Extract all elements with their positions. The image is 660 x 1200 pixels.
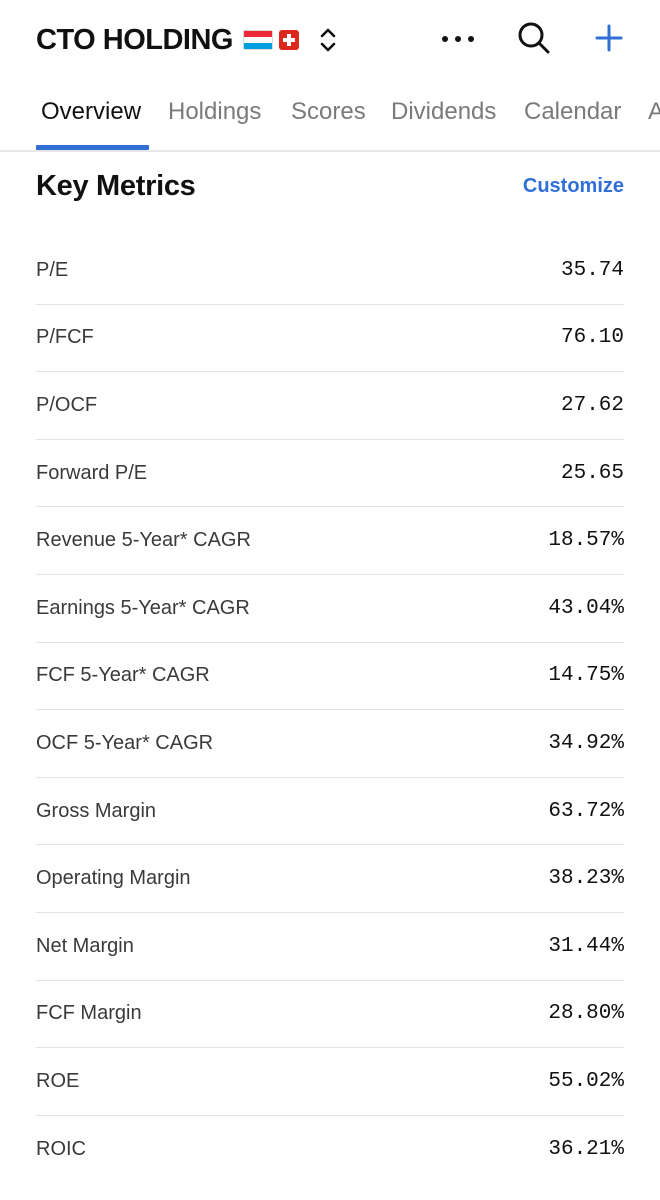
more-horizontal-icon	[440, 31, 476, 49]
metric-row-ocf-cagr: OCF 5-Year* CAGR 34.92%	[36, 710, 624, 778]
tab-holdings[interactable]: Holdings	[168, 98, 262, 125]
tab-truncated[interactable]: A	[648, 98, 660, 126]
metric-row-forward-pe: Forward P/E 25.65	[36, 440, 624, 508]
tab-overview[interactable]: Overview	[41, 98, 142, 125]
metric-label: Revenue 5-Year* CAGR	[36, 529, 251, 552]
metric-value: 36.21%	[548, 1138, 624, 1162]
metric-label: ROIC	[36, 1138, 86, 1161]
holding-switcher[interactable]: CTO HOLDING	[36, 18, 339, 62]
metrics-list: P/E 35.74 P/FCF 76.10 P/OCF 27.62 Forwar…	[36, 237, 624, 1183]
metric-label: FCF 5-Year* CAGR	[36, 664, 210, 687]
metric-label: FCF Margin	[36, 1002, 142, 1025]
metric-label: OCF 5-Year* CAGR	[36, 731, 214, 754]
page-title: CTO HOLDING	[36, 23, 233, 56]
metric-value: 43.04%	[548, 596, 624, 620]
metric-label: ROE	[36, 1069, 80, 1092]
metric-label: P/E	[36, 258, 69, 281]
metric-row-pfcf: P/FCF 76.10	[36, 305, 624, 373]
metric-label: Gross Margin	[36, 799, 157, 822]
metric-label: Operating Margin	[36, 867, 191, 890]
metric-value: 35.74	[560, 258, 624, 282]
tab-calendar[interactable]: Calendar	[524, 98, 622, 125]
metric-value: 34.92%	[548, 731, 624, 755]
tab-bar: Overview Holdings Scores Dividends Calen…	[0, 88, 660, 152]
metric-value: 25.65	[560, 461, 624, 485]
metric-row-revenue-cagr: Revenue 5-Year* CAGR 18.57%	[36, 507, 624, 575]
add-button[interactable]	[589, 20, 629, 60]
metric-value: 31.44%	[548, 934, 624, 958]
chevron-up-down-icon[interactable]	[317, 25, 339, 55]
metric-value: 28.80%	[548, 1002, 624, 1026]
metric-row-fcf-margin: FCF Margin 28.80%	[36, 981, 624, 1049]
metric-label: P/FCF	[36, 326, 94, 349]
metric-label: Net Margin	[36, 934, 134, 957]
metric-row-fcf-cagr: FCF 5-Year* CAGR 14.75%	[36, 643, 624, 711]
metric-value: 18.57%	[548, 529, 624, 553]
metric-row-roic: ROIC 36.21%	[36, 1116, 624, 1184]
tab-dividends[interactable]: Dividends	[391, 98, 497, 125]
metric-value: 76.10	[560, 326, 624, 350]
metric-value: 14.75%	[548, 664, 624, 688]
active-tab-indicator	[36, 145, 149, 150]
metric-value: 63.72%	[548, 799, 624, 823]
metric-label: P/OCF	[36, 393, 98, 416]
key-metrics-header: Key Metrics Customize	[36, 168, 624, 208]
luxembourg-flag-icon	[242, 30, 273, 50]
metric-label: Forward P/E	[36, 461, 148, 484]
tab-scores[interactable]: Scores	[291, 98, 366, 125]
metric-row-net-margin: Net Margin 31.44%	[36, 913, 624, 981]
plus-icon	[594, 23, 624, 58]
metric-value: 55.02%	[548, 1069, 624, 1093]
metric-row-roe: ROE 55.02%	[36, 1048, 624, 1116]
search-icon	[517, 21, 551, 60]
metric-row-operating-margin: Operating Margin 38.23%	[36, 845, 624, 913]
metric-row-gross-margin: Gross Margin 63.72%	[36, 778, 624, 846]
metric-value: 38.23%	[548, 867, 624, 891]
top-bar: CTO HOLDING	[0, 0, 660, 80]
customize-button[interactable]: Customize	[522, 175, 624, 197]
metric-label: Earnings 5-Year* CAGR	[36, 596, 250, 619]
metric-row-earnings-cagr: Earnings 5-Year* CAGR 43.04%	[36, 575, 624, 643]
search-button[interactable]	[514, 20, 554, 60]
metric-row-pocf: P/OCF 27.62	[36, 372, 624, 440]
switzerland-flag-icon	[278, 30, 299, 50]
more-button[interactable]	[438, 20, 478, 60]
metric-row-pe: P/E 35.74	[36, 237, 624, 305]
metric-value: 27.62	[560, 393, 624, 417]
section-title: Key Metrics	[36, 170, 196, 202]
